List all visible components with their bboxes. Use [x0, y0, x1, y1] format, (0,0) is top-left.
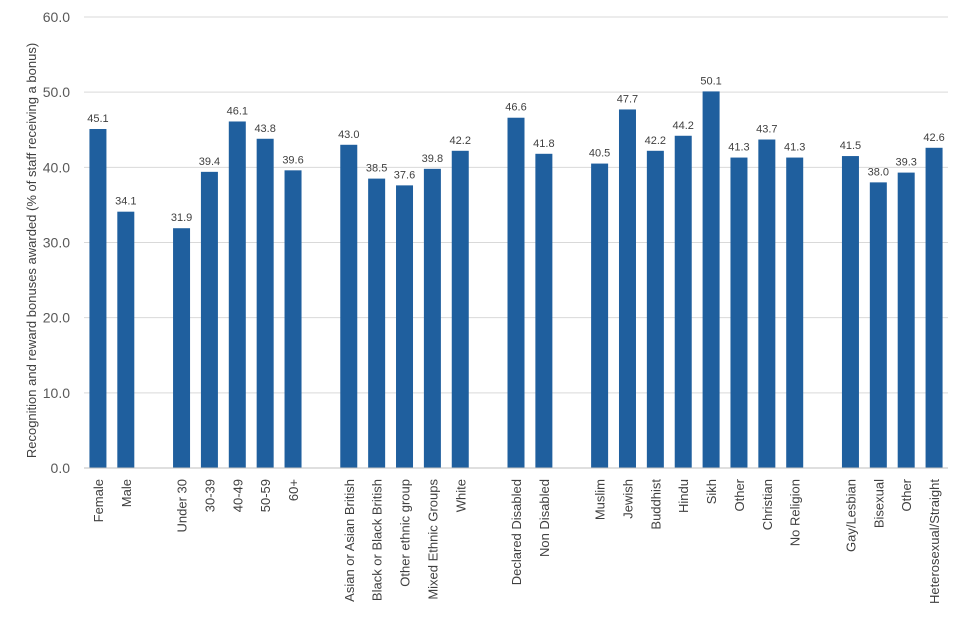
bar	[618, 109, 636, 468]
category-label: Other	[732, 478, 747, 511]
category-label: Hindu	[676, 479, 691, 513]
bar	[200, 171, 218, 469]
data-label: 46.6	[505, 102, 526, 114]
category-label: Declared Disabled	[509, 479, 524, 585]
category-label: Asian or Asian British	[342, 479, 357, 602]
bar	[173, 228, 191, 468]
category-label: Buddhist	[648, 479, 663, 530]
y-tick-label: 50.0	[43, 84, 70, 100]
bar	[591, 163, 609, 468]
data-labels: 45.1 34.1 31.9 39.4 46.1 43.8 39.6 43.0 38.5 37.6…	[87, 75, 945, 224]
data-label: 42.2	[450, 135, 471, 147]
data-label: 47.7	[617, 93, 638, 105]
bar	[256, 138, 274, 468]
bars	[89, 91, 943, 469]
bar	[396, 185, 414, 468]
bar	[897, 172, 915, 468]
bar	[228, 121, 246, 469]
y-tick-label: 30.0	[43, 235, 70, 251]
data-label: 43.8	[254, 123, 275, 135]
data-label: 38.0	[868, 166, 889, 178]
bar	[340, 144, 358, 469]
y-tick-label: 0.0	[51, 460, 71, 476]
bar	[368, 178, 386, 468]
data-label: 50.1	[700, 75, 721, 87]
data-label: 46.1	[227, 105, 248, 117]
y-axis-label: Recognition and reward bonuses awarded (…	[24, 43, 39, 458]
category-label: Under 30	[175, 479, 190, 532]
bar	[646, 150, 664, 468]
category-label: Other	[899, 478, 914, 511]
bar	[758, 139, 776, 468]
bar	[702, 91, 720, 468]
data-label: 42.2	[645, 135, 666, 147]
bar	[841, 156, 859, 468]
category-label: Other ethnic group	[398, 479, 413, 587]
data-label: 39.6	[282, 154, 303, 166]
data-label: 41.3	[784, 142, 805, 154]
bar	[730, 157, 748, 469]
bar	[117, 211, 135, 468]
y-tick-label: 60.0	[43, 9, 70, 25]
data-label: 31.9	[171, 212, 192, 224]
bar	[423, 168, 441, 468]
y-tick-label: 40.0	[43, 159, 70, 175]
category-label: White	[453, 479, 468, 512]
category-label: Jewish	[620, 479, 635, 519]
data-label: 42.6	[923, 132, 944, 144]
category-label: Muslim	[593, 479, 608, 520]
category-label: No Religion	[788, 479, 803, 546]
category-label: Non Disabled	[537, 479, 552, 557]
data-label: 39.8	[422, 153, 443, 165]
data-label: 41.8	[533, 138, 554, 150]
category-label: Heterosexual/Straight	[927, 479, 942, 604]
bar	[284, 170, 302, 468]
bar	[451, 150, 469, 468]
bar	[786, 157, 804, 469]
category-label: 40-49	[230, 479, 245, 512]
data-label: 40.5	[589, 148, 610, 160]
category-label: 50-59	[258, 479, 273, 512]
bar	[89, 128, 107, 468]
data-label: 45.1	[87, 113, 108, 125]
y-tick-label: 20.0	[43, 310, 70, 326]
bar	[507, 117, 525, 469]
data-label: 39.4	[199, 156, 220, 168]
data-label: 39.3	[895, 157, 916, 169]
category-label: 30-39	[202, 479, 217, 512]
category-label: Gay/Lesbian	[843, 479, 858, 552]
data-label: 43.7	[756, 124, 777, 136]
bar	[674, 135, 692, 468]
data-label: 34.1	[115, 196, 136, 208]
data-label: 38.5	[366, 163, 387, 175]
data-label: 41.5	[840, 140, 861, 152]
bar	[869, 182, 887, 468]
y-axis-ticks: 0.0 10.0 20.0 30.0 40.0 50.0 60.0	[43, 9, 70, 476]
category-label: Christian	[760, 479, 775, 530]
data-label: 43.0	[338, 129, 359, 141]
y-tick-label: 10.0	[43, 385, 70, 401]
category-labels: Female Male Under 30 30-39 40-49 50-59 60+ Asia…	[91, 478, 942, 604]
category-label: Black or Black British	[370, 479, 385, 601]
data-label: 44.2	[673, 120, 694, 132]
category-label: Male	[119, 479, 134, 507]
bar	[925, 147, 943, 469]
category-label: Female	[91, 479, 106, 522]
category-label: Sikh	[704, 479, 719, 504]
data-label: 37.6	[394, 169, 415, 181]
bar	[535, 153, 553, 468]
data-label: 41.3	[728, 142, 749, 154]
category-label: 60+	[286, 479, 301, 501]
category-label: Mixed Ethnic Groups	[425, 479, 440, 600]
category-label: Bisexual	[871, 479, 886, 528]
